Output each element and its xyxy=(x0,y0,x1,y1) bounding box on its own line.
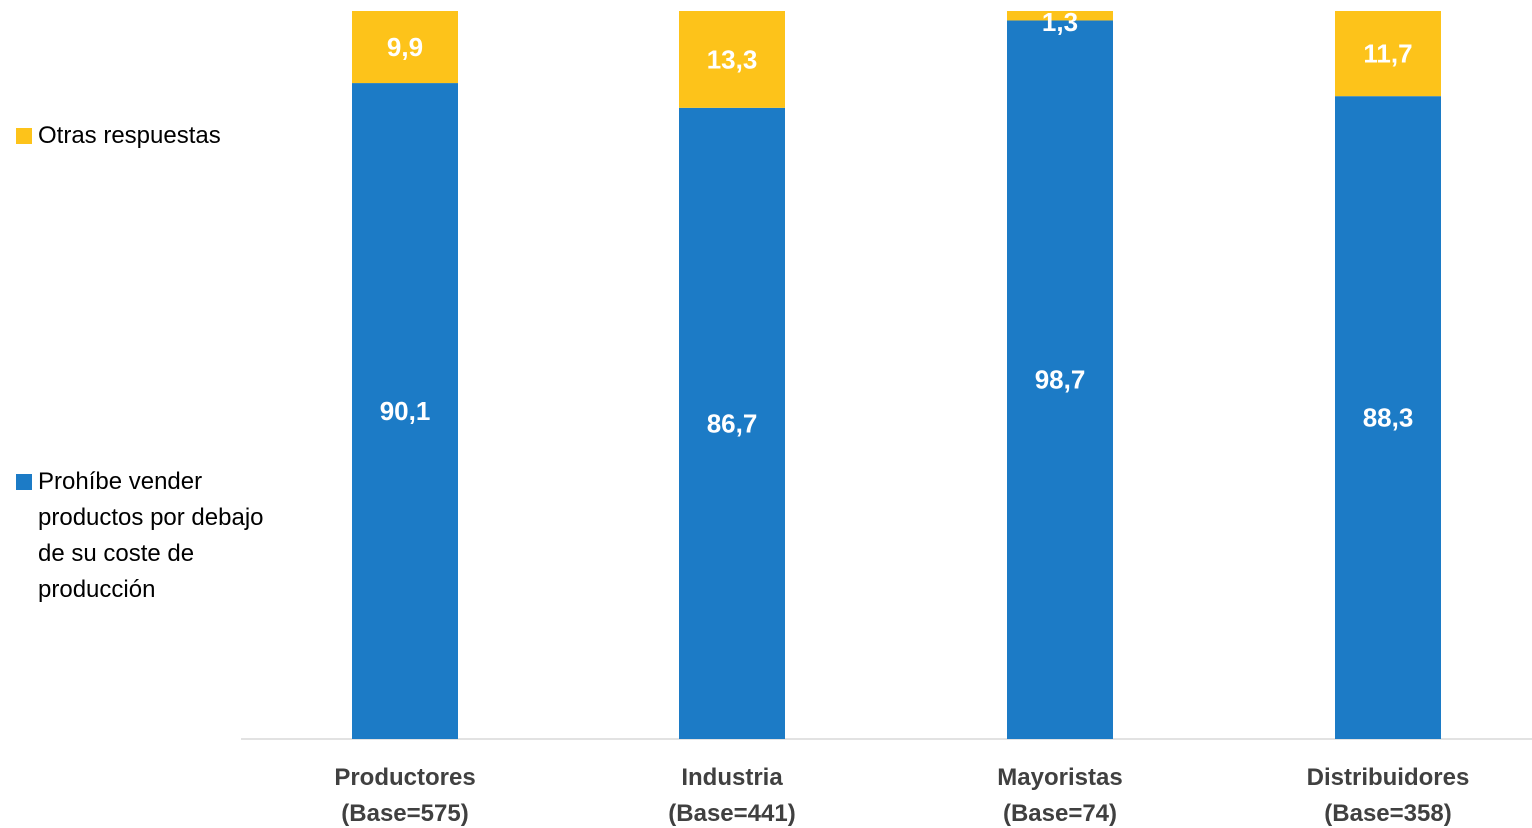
labels-group: 90,1 9,9 Productores (Base=575) 86,7 13,3 Indu… xyxy=(334,7,1469,827)
data-label-otras-3: 11,7 xyxy=(1363,39,1412,69)
bar-otras-1 xyxy=(679,11,785,108)
bar-otras-2 xyxy=(1007,11,1113,21)
legend-label-otras-respuestas: Otras respuestas xyxy=(38,122,221,149)
data-label-prohibe-2: 98,7 xyxy=(1035,365,1086,395)
data-label-prohibe-1: 86,7 xyxy=(707,408,758,438)
bars-group xyxy=(352,11,1441,740)
bar-otras-3 xyxy=(1335,11,1441,97)
category-label-1-line-1: (Base=441) xyxy=(668,800,795,827)
legend-swatch-otras-respuestas xyxy=(16,128,32,144)
legend-swatch-prohibe-vender xyxy=(16,474,32,490)
bar-prohibe-3 xyxy=(1335,96,1441,739)
category-label-3-line-0: Distribuidores xyxy=(1307,764,1470,791)
legend-label-prohibe-vender: Prohíbe vender productos por debajo de s… xyxy=(38,468,264,603)
data-label-otras-2: 1,3 xyxy=(1042,7,1078,37)
data-label-prohibe-0: 90,1 xyxy=(380,396,431,426)
category-label-2-line-0: Mayoristas xyxy=(997,764,1122,791)
category-label-2-line-1: (Base=74) xyxy=(1003,800,1117,827)
category-label-0-line-1: (Base=575) xyxy=(341,800,468,827)
data-label-otras-1: 13,3 xyxy=(707,44,758,74)
data-label-prohibe-3: 88,3 xyxy=(1363,403,1414,433)
data-label-otras-0: 9,9 xyxy=(387,32,423,62)
bar-otras-0 xyxy=(352,11,458,84)
category-label-3-line-1: (Base=358) xyxy=(1324,800,1451,827)
category-label-1-line-0: Industria xyxy=(681,764,783,791)
bar-prohibe-2 xyxy=(1007,20,1113,740)
bar-prohibe-0 xyxy=(352,83,458,739)
bar-prohibe-1 xyxy=(679,107,785,740)
category-label-0-line-0: Productores xyxy=(334,764,475,791)
